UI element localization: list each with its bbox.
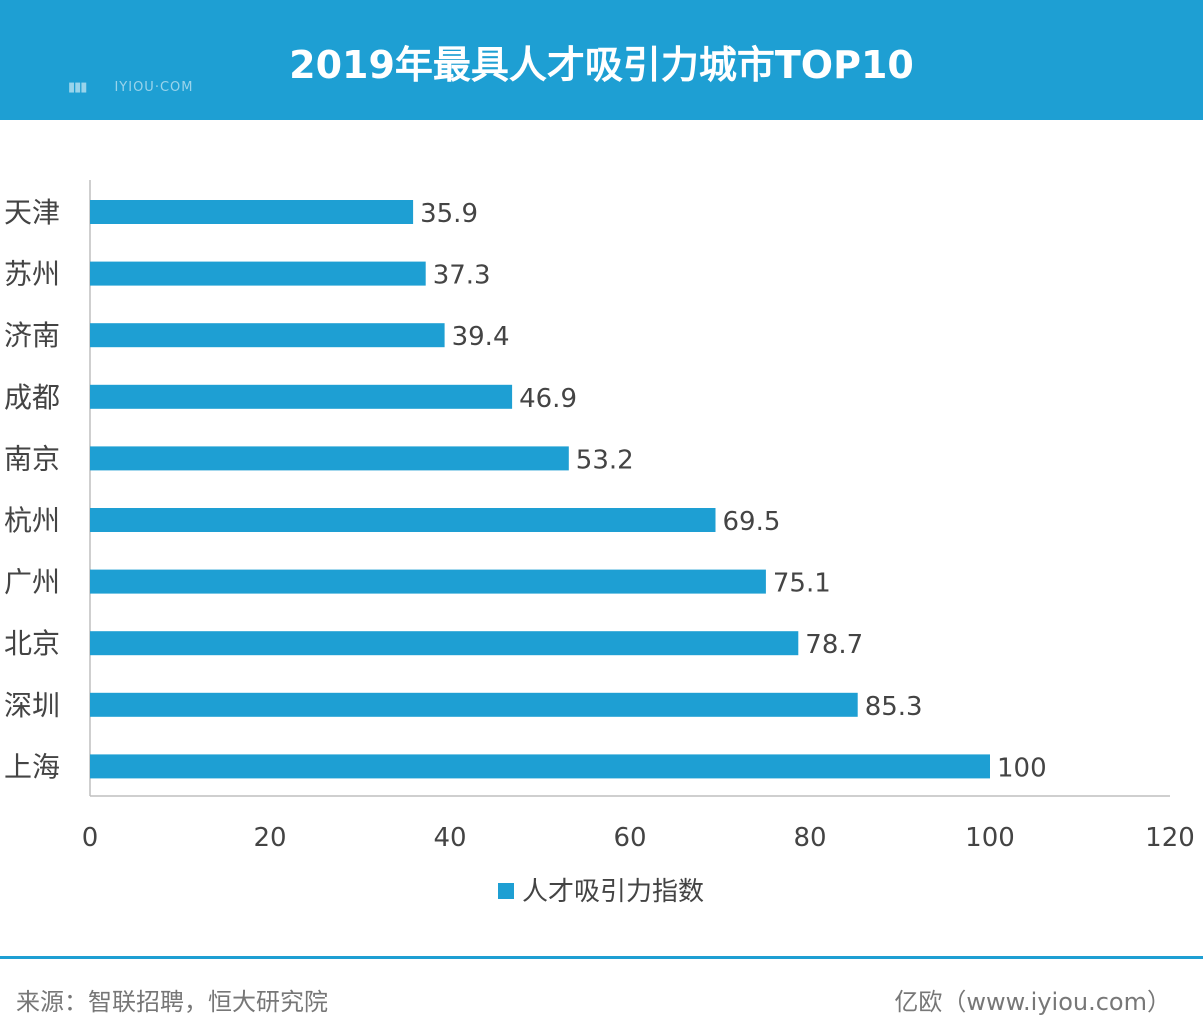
category-label: 广州: [4, 566, 60, 599]
footer-divider: [0, 956, 1203, 959]
legend-label: 人才吸引力指数: [522, 877, 704, 907]
category-label: 济南: [4, 319, 60, 352]
bar-6: [90, 508, 716, 532]
bar-7: [90, 569, 766, 594]
data-label: 75.1: [773, 569, 831, 599]
data-label: 78.7: [805, 630, 863, 660]
watermark-text: IYIOU·COM: [114, 80, 194, 95]
x-tick-label: 40: [433, 823, 466, 853]
data-label: 85.3: [865, 692, 923, 722]
bar-10: [90, 754, 990, 779]
data-label: 35.9: [420, 199, 478, 229]
data-label: 69.5: [723, 507, 781, 537]
chart-title: 2019年最具人才吸引力城市TOP10: [289, 43, 914, 87]
logo-bars-icon: ▮▮▮: [68, 80, 87, 95]
bar-9: [90, 692, 858, 717]
x-tick-label: 120: [1145, 823, 1195, 853]
bar-5: [90, 446, 569, 471]
data-label: 100: [997, 753, 1047, 783]
brand-credit: 亿欧（www.iyiou.com）: [894, 988, 1171, 1016]
bar-1: [90, 200, 414, 224]
category-label: 北京: [4, 627, 60, 660]
bar-4: [90, 384, 513, 409]
data-label: 39.4: [452, 322, 510, 352]
category-label: 苏州: [4, 258, 60, 291]
bar-8: [90, 631, 799, 656]
category-label: 上海: [4, 750, 60, 783]
bar-2: [90, 261, 426, 286]
legend-swatch: [498, 883, 514, 899]
data-label: 46.9: [519, 384, 577, 414]
x-tick-label: 0: [82, 823, 99, 853]
data-label: 37.3: [433, 261, 491, 291]
category-label: 深圳: [4, 689, 60, 722]
category-label: 南京: [4, 442, 60, 475]
x-tick-label: 60: [613, 823, 646, 853]
x-tick-label: 20: [253, 823, 286, 853]
source-note: 来源：智联招聘，恒大研究院: [16, 988, 328, 1016]
category-label: 杭州: [4, 504, 60, 537]
watermark-logo: ▮▮▮ IYIOU·COM: [68, 80, 193, 95]
bar-3: [90, 323, 445, 348]
category-label: 天津: [4, 196, 60, 229]
x-tick-label: 100: [965, 823, 1015, 853]
bar-chart: 天津 35.9 苏州 37.3 济南 39.4 成都 46.9 南京 53.2 杭州 69.5 广州 75…: [4, 180, 1195, 907]
data-label: 53.2: [576, 445, 634, 475]
category-label: 成都: [4, 381, 60, 414]
header-banner: 2019年最具人才吸引力城市TOP10 ▮▮▮ IYIOU·COM: [0, 0, 1203, 120]
x-tick-label: 80: [793, 823, 826, 853]
